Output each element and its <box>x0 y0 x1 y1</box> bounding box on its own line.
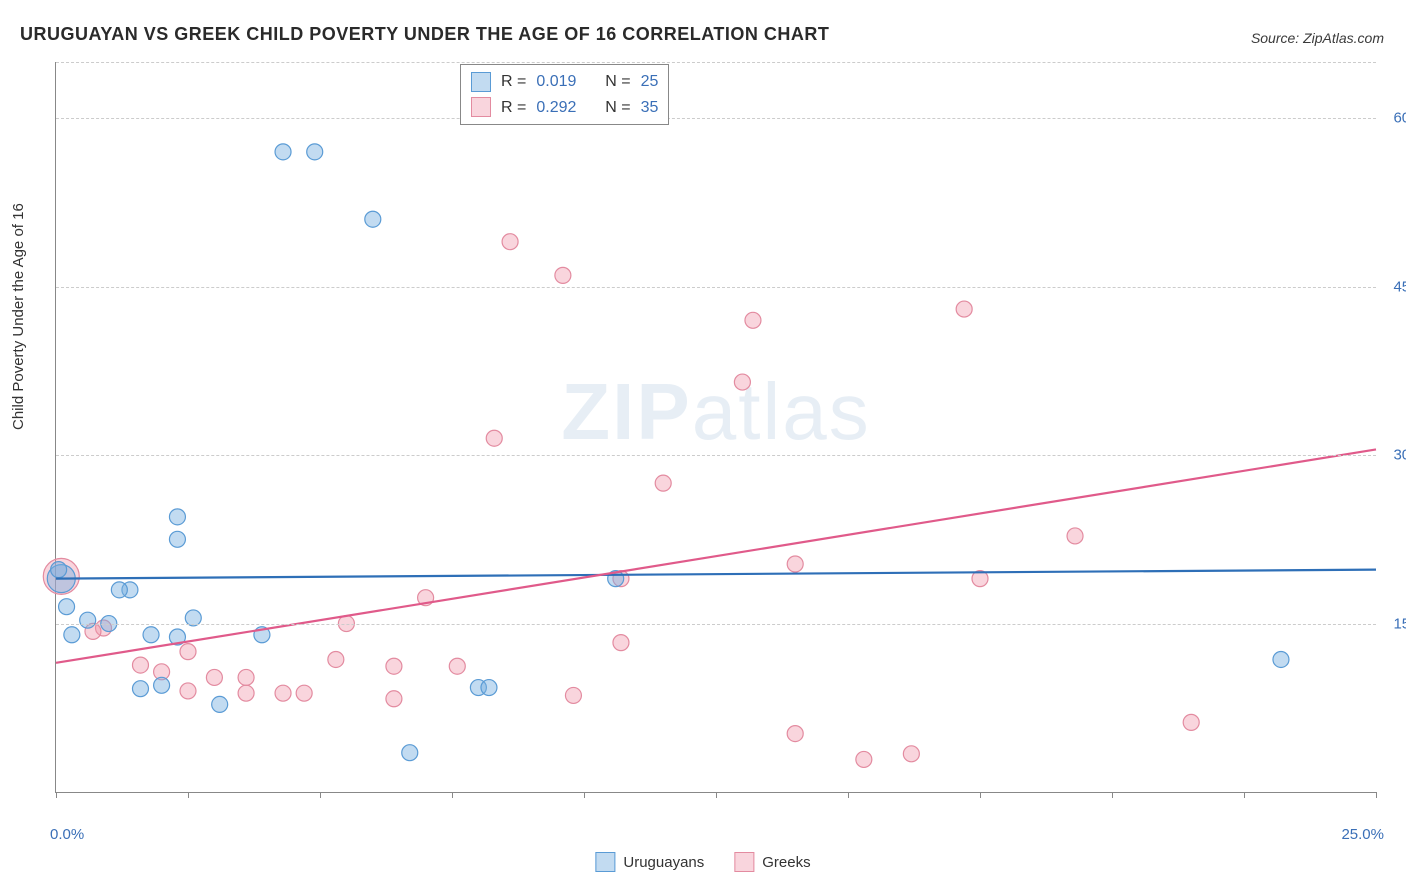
r-label: R = <box>501 95 526 121</box>
x-tick <box>1112 792 1113 798</box>
data-point <box>481 680 497 696</box>
legend-label: Uruguayans <box>623 854 704 871</box>
source-attribution: Source: ZipAtlas.com <box>1251 30 1384 46</box>
data-point <box>307 144 323 160</box>
y-tick-label: 60.0% <box>1393 110 1406 127</box>
legend-item-uruguayans: Uruguayans <box>595 852 704 872</box>
legend-label: Greeks <box>762 854 810 871</box>
data-point <box>734 374 750 390</box>
data-point <box>903 746 919 762</box>
data-point <box>1067 528 1083 544</box>
data-point <box>132 681 148 697</box>
swatch-greeks <box>471 97 491 117</box>
y-tick-label: 30.0% <box>1393 447 1406 464</box>
data-point <box>386 658 402 674</box>
gridline <box>56 455 1376 456</box>
data-point <box>565 687 581 703</box>
swatch-uruguayans <box>471 72 491 92</box>
data-point <box>275 685 291 701</box>
gridline <box>56 118 1376 119</box>
data-point <box>502 234 518 250</box>
data-point <box>132 657 148 673</box>
n-value: 35 <box>641 95 659 121</box>
x-tick-label: 25.0% <box>1341 826 1384 843</box>
data-point <box>51 562 67 578</box>
scatter-svg <box>56 62 1376 792</box>
stats-row-greeks: R = 0.292 N = 35 <box>471 95 658 121</box>
swatch-uruguayans <box>595 852 615 872</box>
data-point <box>80 612 96 628</box>
data-point <box>956 301 972 317</box>
data-point <box>180 644 196 660</box>
data-point <box>449 658 465 674</box>
data-point <box>386 691 402 707</box>
n-label: N = <box>605 95 630 121</box>
r-value: 0.292 <box>536 95 576 121</box>
x-tick <box>1376 792 1377 798</box>
data-point <box>169 509 185 525</box>
data-point <box>486 430 502 446</box>
x-tick <box>716 792 717 798</box>
trend-line <box>56 449 1376 662</box>
x-tick-label: 0.0% <box>50 826 84 843</box>
data-point <box>555 267 571 283</box>
data-point <box>180 683 196 699</box>
swatch-greeks <box>734 852 754 872</box>
legend-item-greeks: Greeks <box>734 852 810 872</box>
gridline <box>56 624 1376 625</box>
data-point <box>787 556 803 572</box>
legend-bottom: Uruguayans Greeks <box>595 852 810 872</box>
data-point <box>402 745 418 761</box>
plot-area: ZIPatlas 15.0%30.0%45.0%60.0% <box>55 62 1376 793</box>
x-tick <box>56 792 57 798</box>
data-point <box>238 685 254 701</box>
y-tick-label: 45.0% <box>1393 278 1406 295</box>
x-tick <box>584 792 585 798</box>
data-point <box>275 144 291 160</box>
data-point <box>328 651 344 667</box>
data-point <box>154 677 170 693</box>
gridline <box>56 62 1376 63</box>
data-point <box>238 669 254 685</box>
r-label: R = <box>501 69 526 95</box>
trend-line <box>56 570 1376 579</box>
data-point <box>59 599 75 615</box>
gridline <box>56 287 1376 288</box>
data-point <box>787 726 803 742</box>
data-point <box>206 669 222 685</box>
data-point <box>169 531 185 547</box>
data-point <box>856 751 872 767</box>
data-point <box>1273 651 1289 667</box>
y-axis-label: Child Poverty Under the Age of 16 <box>10 203 27 430</box>
stats-legend-box: R = 0.019 N = 25 R = 0.292 N = 35 <box>460 64 669 125</box>
y-tick-label: 15.0% <box>1393 615 1406 632</box>
n-value: 25 <box>641 69 659 95</box>
data-point <box>655 475 671 491</box>
data-point <box>212 696 228 712</box>
data-point <box>296 685 312 701</box>
data-point <box>613 635 629 651</box>
x-tick <box>188 792 189 798</box>
x-tick <box>320 792 321 798</box>
n-label: N = <box>605 69 630 95</box>
data-point <box>64 627 80 643</box>
data-point <box>365 211 381 227</box>
data-point <box>1183 714 1199 730</box>
x-tick <box>980 792 981 798</box>
x-tick <box>452 792 453 798</box>
stats-row-uruguayans: R = 0.019 N = 25 <box>471 69 658 95</box>
x-tick <box>1244 792 1245 798</box>
r-value: 0.019 <box>536 69 576 95</box>
x-tick <box>848 792 849 798</box>
data-point <box>745 312 761 328</box>
chart-title: URUGUAYAN VS GREEK CHILD POVERTY UNDER T… <box>20 24 829 45</box>
data-point <box>143 627 159 643</box>
data-point <box>111 582 127 598</box>
